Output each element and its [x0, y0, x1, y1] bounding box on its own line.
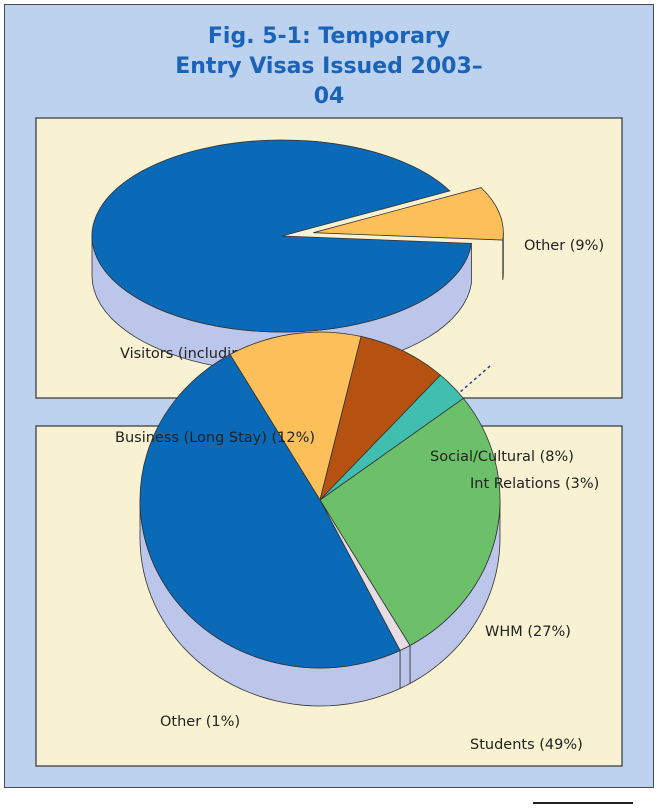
slice	[139, 353, 401, 669]
slice	[313, 187, 504, 241]
slice-label: Students (49%)	[470, 737, 583, 753]
slice	[319, 335, 442, 502]
chart-title: Fig. 5-1: Temporary Entry Visas Issued 2…	[175, 24, 483, 109]
slice-label: Business (Long Stay) (12%)	[115, 430, 315, 446]
slice-label: Social/Cultural (8%)	[430, 449, 574, 465]
slice-label: Int Relations (3%)	[470, 476, 599, 492]
slice	[319, 397, 501, 647]
slice	[91, 139, 472, 333]
slice-label: Other (1%)	[160, 714, 240, 730]
slice-label: WHM (27%)	[485, 624, 571, 640]
slice-side	[399, 644, 411, 690]
slice	[229, 331, 362, 502]
slice-label: Other (9%)	[524, 238, 604, 254]
